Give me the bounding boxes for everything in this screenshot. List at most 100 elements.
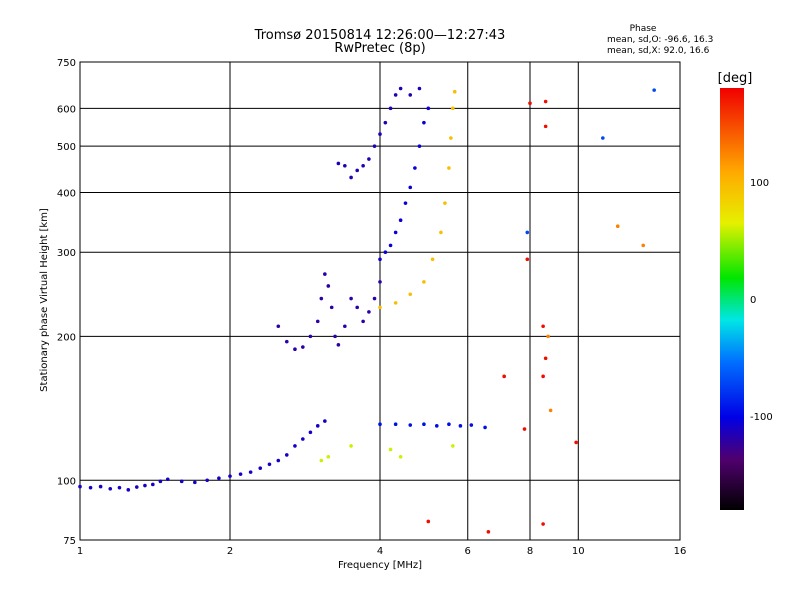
echo-point: [548, 408, 553, 413]
phase-box-title: Phase: [630, 24, 657, 34]
echo-point: [326, 284, 331, 288]
echo-point: [615, 224, 620, 229]
echo-point: [158, 479, 163, 484]
phase-box-line-x: mean, sd,X: 92.0, 16.6: [607, 46, 710, 56]
phase-series-3: [378, 106, 431, 262]
x-tick-label: 16: [674, 546, 687, 557]
echo-point: [528, 101, 532, 105]
echo-point: [349, 175, 353, 180]
colorbar-ticks: 100 0 -100: [740, 178, 773, 423]
y-tick-label: 400: [57, 188, 76, 199]
echo-point: [333, 334, 337, 339]
echo-point: [323, 272, 327, 276]
echo-point: [308, 334, 313, 339]
echo-point: [383, 250, 388, 255]
echo-point: [451, 106, 455, 111]
y-tick-label: 600: [57, 104, 76, 115]
echo-point: [502, 374, 506, 379]
x-tick-label: 8: [527, 546, 533, 557]
data-points: [78, 86, 656, 534]
echo-point: [378, 280, 382, 284]
echo-point: [483, 425, 487, 430]
echo-point: [417, 144, 422, 148]
echo-point: [398, 454, 403, 459]
echo-point: [284, 339, 289, 344]
echo-point: [238, 472, 243, 476]
echo-point: [284, 453, 289, 457]
echo-point: [319, 458, 324, 463]
phase-colorbar: [deg] 100 0 -100: [718, 71, 773, 510]
echo-point: [398, 218, 403, 223]
echo-point: [408, 93, 413, 97]
y-tick-label: 200: [57, 332, 76, 343]
phase-series-9: [525, 88, 656, 235]
x-tick-label: 10: [572, 546, 585, 557]
y-axis-ticks: 75 100 200 300 400 500 600 750: [57, 58, 76, 547]
x-tick-label: 2: [227, 546, 233, 557]
echo-point: [426, 106, 431, 111]
echo-point: [126, 488, 131, 492]
colorbar-tick-label: -100: [750, 412, 773, 423]
echo-point: [349, 296, 353, 301]
echo-point: [217, 476, 221, 481]
echo-point: [393, 301, 398, 305]
echo-point: [336, 161, 341, 166]
echo-point: [541, 324, 545, 329]
echo-point: [276, 324, 281, 329]
echo-point: [323, 419, 327, 423]
echo-point: [78, 484, 82, 489]
echo-point: [430, 257, 435, 262]
phase-series-7: [426, 99, 578, 534]
echo-point: [543, 124, 548, 129]
echo-point: [361, 163, 365, 168]
chart-subtitle: RwPretec (8p): [334, 41, 425, 56]
x-axis-label: Frequency [MHz]: [338, 560, 422, 571]
echo-point: [451, 444, 455, 448]
echo-point: [393, 93, 398, 97]
echo-point: [393, 230, 398, 235]
echo-point: [543, 99, 548, 104]
y-axis-label: Stationary phase Virtual Height [km]: [39, 208, 50, 392]
echo-point: [143, 483, 147, 488]
echo-point: [308, 430, 313, 435]
echo-point: [546, 334, 550, 339]
echo-point: [248, 470, 253, 474]
echo-point: [117, 485, 122, 490]
echo-point: [652, 88, 656, 92]
y-tick-label: 300: [57, 248, 76, 259]
echo-point: [417, 86, 422, 91]
phase-box-line-o: mean, sd,O: -96.6, 16.3: [607, 35, 713, 45]
grid-lines: [80, 62, 680, 540]
x-tick-label: 1: [77, 546, 83, 557]
echo-point: [469, 423, 474, 427]
echo-point: [301, 345, 305, 349]
echo-point: [393, 422, 398, 427]
echo-point: [372, 296, 377, 301]
echo-point: [315, 319, 320, 324]
echo-point: [601, 136, 605, 140]
echo-point: [326, 454, 331, 459]
echo-point: [293, 347, 297, 352]
echo-point: [378, 422, 382, 427]
phase-series-5: [378, 422, 487, 430]
echo-point: [525, 257, 530, 262]
echo-point: [361, 319, 365, 324]
echo-point: [343, 163, 347, 168]
echo-point: [413, 166, 417, 170]
echo-point: [293, 444, 297, 448]
echo-point: [398, 86, 403, 91]
y-tick-label: 75: [63, 536, 76, 547]
y-tick-label: 100: [57, 476, 76, 487]
echo-point: [193, 480, 197, 485]
echo-point: [543, 356, 548, 361]
x-tick-label: 6: [465, 546, 471, 557]
echo-point: [426, 519, 431, 524]
echo-point: [88, 485, 93, 490]
echo-point: [443, 201, 447, 205]
echo-point: [134, 485, 139, 489]
echo-point: [452, 89, 457, 94]
echo-point: [541, 522, 545, 526]
echo-point: [486, 530, 491, 534]
echo-point: [422, 422, 426, 427]
